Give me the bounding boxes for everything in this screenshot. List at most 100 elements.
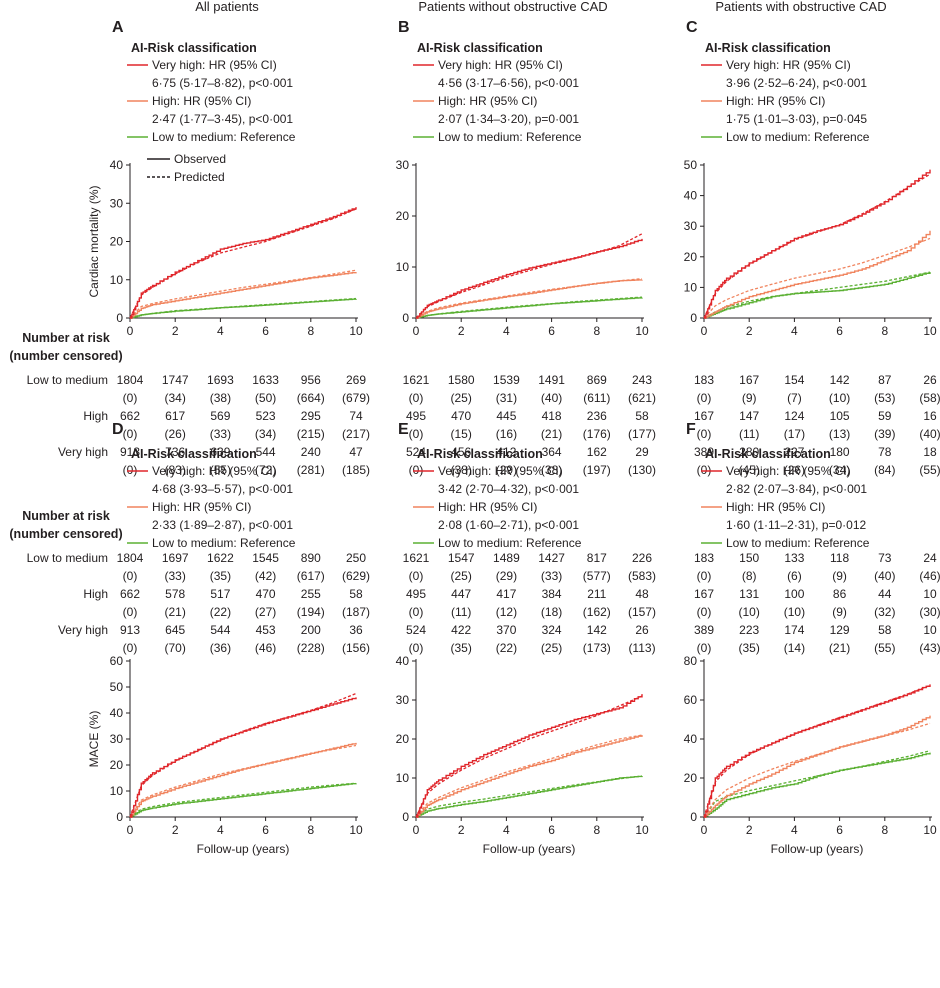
risk-censored: (621) <box>628 391 656 405</box>
risk-censored: (55) <box>919 463 940 477</box>
risk-censored: (176) <box>583 427 611 441</box>
risk-count: 167 <box>694 587 714 601</box>
risk-count: 18 <box>923 445 937 459</box>
risk-count: 453 <box>256 623 276 637</box>
risk-count: 1622 <box>207 551 234 565</box>
risk-censored: (0) <box>697 463 712 477</box>
x-tick-label: 2 <box>458 324 465 338</box>
risk-count: 26 <box>923 373 937 387</box>
x-tick-label: 10 <box>349 324 363 338</box>
risk-censored: (25) <box>541 641 562 655</box>
y-tick-label: 0 <box>402 810 409 824</box>
series-high-predicted <box>129 269 357 319</box>
y-axis-label: MACE (%) <box>87 711 101 768</box>
risk-row-label: Very high <box>58 623 108 637</box>
risk-subheader: (number censored) <box>9 349 122 363</box>
x-tick-label: 4 <box>217 324 224 338</box>
risk-count: 74 <box>349 409 363 423</box>
risk-count: 913 <box>120 445 140 459</box>
risk-count: 456 <box>451 445 471 459</box>
risk-censored: (27) <box>255 605 276 619</box>
y-tick-label: 0 <box>690 810 697 824</box>
x-tick-label: 6 <box>262 823 269 837</box>
risk-count: 445 <box>496 409 516 423</box>
series-very-high-observed <box>416 238 643 319</box>
risk-count: 1621 <box>403 551 430 565</box>
risk-count: 211 <box>587 587 606 601</box>
x-tick-label: 2 <box>172 823 179 837</box>
panel-F: F AI-Risk classification Very high: HR (95… <box>684 421 940 856</box>
series-high-observed <box>416 735 643 818</box>
risk-count: 524 <box>406 445 426 459</box>
legend-high-label: High: HR (95% CI) <box>726 500 825 514</box>
x-tick-label: 0 <box>127 324 134 338</box>
risk-count: 154 <box>784 373 804 387</box>
legend-very-high-label: Very high: HR (95% CI) <box>152 58 277 72</box>
y-tick-label: 50 <box>684 158 698 172</box>
risk-count: 639 <box>210 445 230 459</box>
risk-count: 240 <box>301 445 321 459</box>
column-title-2: Patients without obstructive CAD <box>418 0 607 14</box>
risk-count: 269 <box>346 373 366 387</box>
legend-low-label: Low to medium: Reference <box>726 130 870 144</box>
y-tick-label: 80 <box>684 654 698 668</box>
risk-censored: (11) <box>739 427 759 441</box>
legend-high-hr: 2·08 (1·60–2·71), p<0·001 <box>438 518 579 532</box>
x-tick-label: 10 <box>349 823 363 837</box>
risk-count: 817 <box>587 551 607 565</box>
risk-censored: (215) <box>297 427 325 441</box>
risk-count: 78 <box>878 445 892 459</box>
risk-count: 1804 <box>117 373 144 387</box>
legend-very-high-hr: 3·96 (2·52–6·24), p<0·001 <box>726 76 867 90</box>
risk-censored: (34) <box>255 427 276 441</box>
panel-label: D <box>112 421 124 438</box>
risk-censored: (40) <box>541 391 562 405</box>
risk-count: 183 <box>694 373 714 387</box>
panel-label: C <box>686 19 698 36</box>
x-axis-label: Follow-up (years) <box>197 842 290 856</box>
risk-count: 389 <box>694 445 714 459</box>
risk-censored: (30) <box>919 605 940 619</box>
risk-censored: (177) <box>628 427 656 441</box>
x-tick-label: 8 <box>593 823 600 837</box>
risk-count: 150 <box>739 551 759 565</box>
risk-count: 100 <box>784 587 804 601</box>
risk-censored: (43) <box>919 641 940 655</box>
risk-censored: (40) <box>874 569 895 583</box>
risk-count: 118 <box>830 551 849 565</box>
risk-count: 495 <box>406 587 426 601</box>
risk-censored: (9) <box>832 569 847 583</box>
legend-very-high-hr: 2·82 (2·07–3·84), p<0·001 <box>726 482 867 496</box>
risk-censored: (281) <box>297 463 325 477</box>
risk-censored: (83) <box>165 463 186 477</box>
y-tick-label: 0 <box>116 311 123 325</box>
legend-high-hr: 2·33 (1·89–2·87), p<0·001 <box>152 518 293 532</box>
risk-censored: (35) <box>739 641 760 655</box>
risk-count: 162 <box>587 445 607 459</box>
panel-D: D AI-Risk classification Very high: HR (95… <box>87 421 370 856</box>
y-tick-label: 60 <box>110 654 124 668</box>
risk-censored: (0) <box>697 569 712 583</box>
risk-count: 544 <box>256 445 276 459</box>
risk-censored: (228) <box>297 641 325 655</box>
risk-count: 26 <box>635 623 649 637</box>
series-low-medium-predicted <box>703 271 931 319</box>
risk-count: 16 <box>923 409 937 423</box>
risk-count: 1693 <box>207 373 234 387</box>
column-title-3: Patients with obstructive CAD <box>715 0 886 14</box>
y-tick-label: 0 <box>116 810 123 824</box>
risk-count: 662 <box>120 409 140 423</box>
risk-censored: (12) <box>496 605 517 619</box>
risk-censored: (32) <box>874 605 895 619</box>
risk-censored: (11) <box>451 605 471 619</box>
y-tick-label: 10 <box>110 784 124 798</box>
risk-count: 87 <box>878 373 892 387</box>
risk-count: 1747 <box>162 373 189 387</box>
legend-high-hr: 1·75 (1·01–3·03), p=0·045 <box>726 112 867 126</box>
risk-censored: (36) <box>210 641 231 655</box>
y-tick-label: 40 <box>396 654 410 668</box>
x-tick-label: 8 <box>307 324 314 338</box>
risk-censored: (40) <box>919 427 940 441</box>
y-tick-label: 30 <box>110 732 124 746</box>
x-tick-label: 6 <box>548 823 555 837</box>
